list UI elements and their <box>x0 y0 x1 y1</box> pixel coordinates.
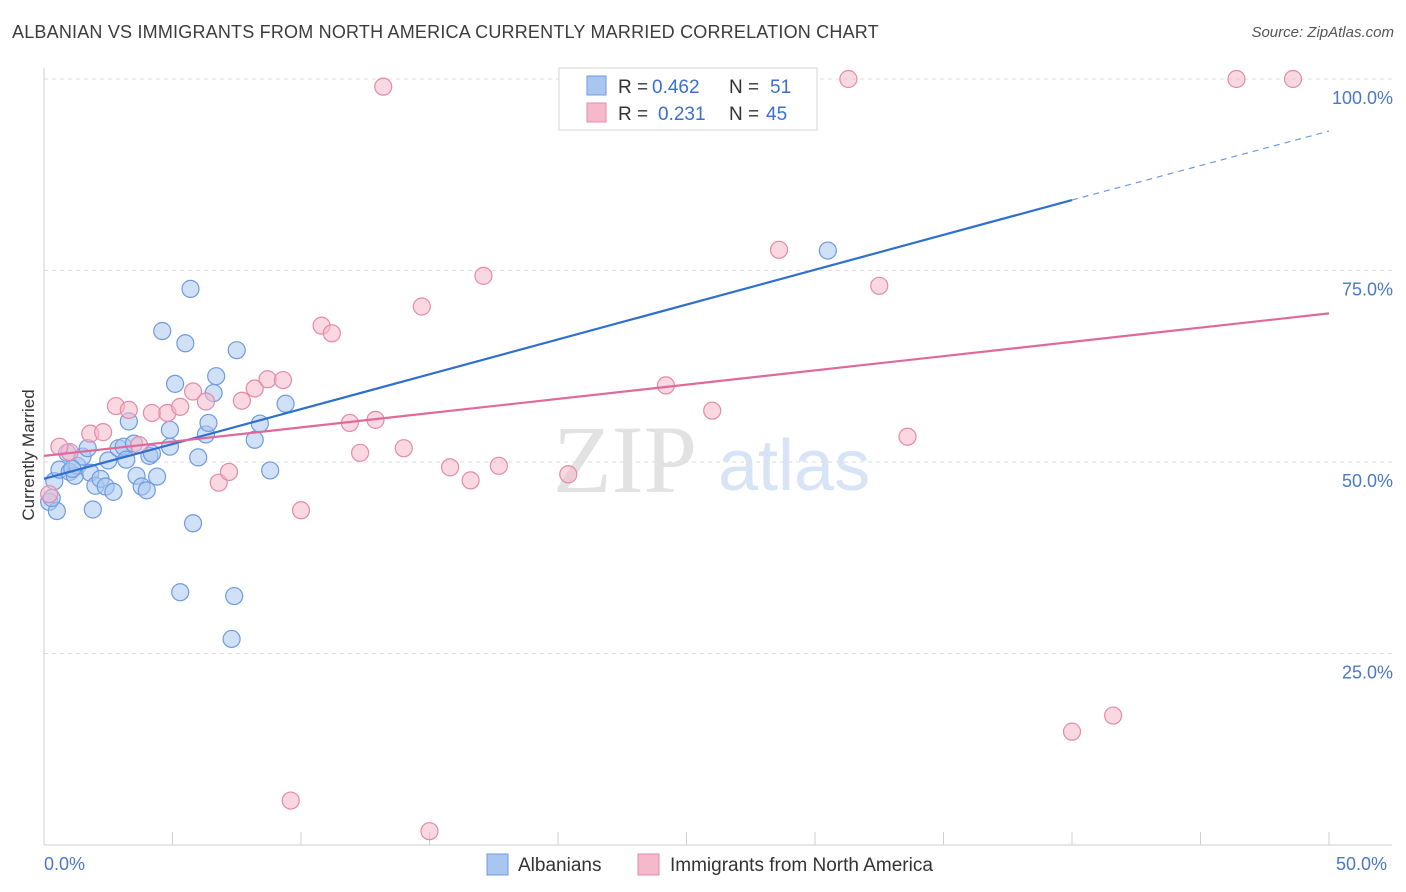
point-immigrants-43 <box>1283 69 1303 89</box>
legend-swatch-immigrants <box>586 102 607 123</box>
point-albanians-43 <box>227 341 246 360</box>
legend-r-value-immigrants: 0.231 <box>658 104 706 125</box>
point-immigrants-25 <box>374 77 393 96</box>
point-immigrants-7 <box>142 403 162 423</box>
x-ticks <box>172 832 1330 845</box>
point-albanians-36 <box>189 448 208 467</box>
gridlines <box>44 78 1392 654</box>
point-immigrants-21 <box>322 324 341 343</box>
point-albanians-28 <box>153 321 172 341</box>
point-albanians-40 <box>207 367 226 386</box>
point-immigrants-17 <box>273 370 293 390</box>
chart-title: ALBANIAN VS IMMIGRANTS FROM NORTH AMERIC… <box>12 22 879 42</box>
point-immigrants-35 <box>703 401 722 420</box>
trend-line-immigrants <box>43 312 1330 457</box>
point-albanians-46 <box>261 461 280 480</box>
point-immigrants-15 <box>245 379 264 398</box>
point-immigrants-38 <box>870 276 889 295</box>
point-immigrants-32 <box>489 456 508 475</box>
trend-line-albanians <box>43 198 1073 480</box>
point-immigrants-0 <box>40 485 59 504</box>
trend-lines <box>43 130 1330 480</box>
y-tick-label-100: 100.0% <box>1332 88 1393 108</box>
point-immigrants-16 <box>258 370 277 389</box>
point-albanians-32 <box>171 583 190 602</box>
point-albanians-42 <box>222 629 241 649</box>
point-albanians-27 <box>147 467 167 486</box>
point-immigrants-30 <box>461 471 480 490</box>
point-immigrants-14 <box>232 391 251 410</box>
point-immigrants-5 <box>119 400 138 420</box>
point-immigrants-28 <box>420 822 439 841</box>
point-albanians-47 <box>276 394 295 413</box>
point-immigrants-10 <box>183 382 203 401</box>
series-legend: Albanians Immigrants from North America <box>486 853 933 876</box>
point-immigrants-26 <box>394 439 413 458</box>
point-immigrants-37 <box>839 69 858 89</box>
point-immigrants-19 <box>291 501 311 520</box>
point-albanians-34 <box>181 279 200 298</box>
point-immigrants-13 <box>219 462 239 482</box>
stats-legend: R = 0.462 N = 51 R = 0.231 N = 45 <box>558 67 818 131</box>
point-immigrants-42 <box>1227 69 1246 89</box>
legend-n-label-immigrants: N = <box>729 104 759 125</box>
point-albanians-35 <box>183 514 203 533</box>
point-albanians-33 <box>176 334 195 353</box>
x-tick-label-min: 0.0% <box>44 854 85 874</box>
y-axis-label: Currently Married <box>19 389 38 520</box>
point-albanians-16 <box>104 482 123 501</box>
bottom-legend-swatch-albanians <box>486 853 509 876</box>
point-immigrants-31 <box>474 266 493 285</box>
point-albanians-44 <box>245 430 264 449</box>
point-immigrants-11 <box>196 392 216 411</box>
watermark-atlas: atlas <box>718 426 870 506</box>
point-immigrants-41 <box>1104 706 1123 725</box>
watermark-zip: ZIP <box>553 406 697 513</box>
point-immigrants-18 <box>281 791 300 810</box>
legend-n-label-albanians: N = <box>729 77 759 98</box>
bottom-legend-label-immigrants: Immigrants from North America <box>670 855 933 876</box>
legend-r-label-albanians: R = <box>618 77 648 98</box>
legend-r-label-immigrants: R = <box>618 104 648 125</box>
point-immigrants-29 <box>440 458 460 477</box>
point-immigrants-39 <box>898 427 917 446</box>
point-immigrants-9 <box>171 397 190 416</box>
legend-n-value-immigrants: 45 <box>766 104 787 125</box>
point-immigrants-3 <box>94 423 113 442</box>
bottom-legend-label-albanians: Albanians <box>518 855 601 876</box>
point-immigrants-23 <box>351 443 370 462</box>
point-albanians-38 <box>199 413 218 433</box>
point-albanians-30 <box>160 420 180 439</box>
chart-source: Source: ZipAtlas.com <box>1251 24 1394 41</box>
legend-n-value-albanians: 51 <box>770 77 791 98</box>
y-tick-label-25: 25.0% <box>1342 663 1393 683</box>
point-albanians-11 <box>83 500 102 519</box>
bottom-legend-swatch-immigrants <box>637 853 660 876</box>
point-albanians-24 <box>137 481 156 500</box>
point-immigrants-36 <box>769 240 789 259</box>
y-tick-labels: 25.0% 50.0% 75.0% 100.0% <box>1332 88 1393 683</box>
point-albanians-41 <box>225 586 244 606</box>
y-tick-label-50: 50.0% <box>1342 471 1393 491</box>
point-albanians-19 <box>117 450 136 469</box>
x-tick-label-max: 50.0% <box>1336 854 1387 874</box>
point-immigrants-40 <box>1062 722 1082 741</box>
point-albanians-48 <box>818 241 837 260</box>
point-immigrants-33 <box>559 465 578 484</box>
trend-line-extension-albanians <box>1071 130 1330 201</box>
legend-swatch-albanians <box>586 75 607 96</box>
point-albanians-31 <box>165 374 185 393</box>
y-tick-label-75: 75.0% <box>1342 280 1393 300</box>
legend-r-value-albanians: 0.462 <box>652 77 700 98</box>
point-immigrants-27 <box>412 297 431 316</box>
